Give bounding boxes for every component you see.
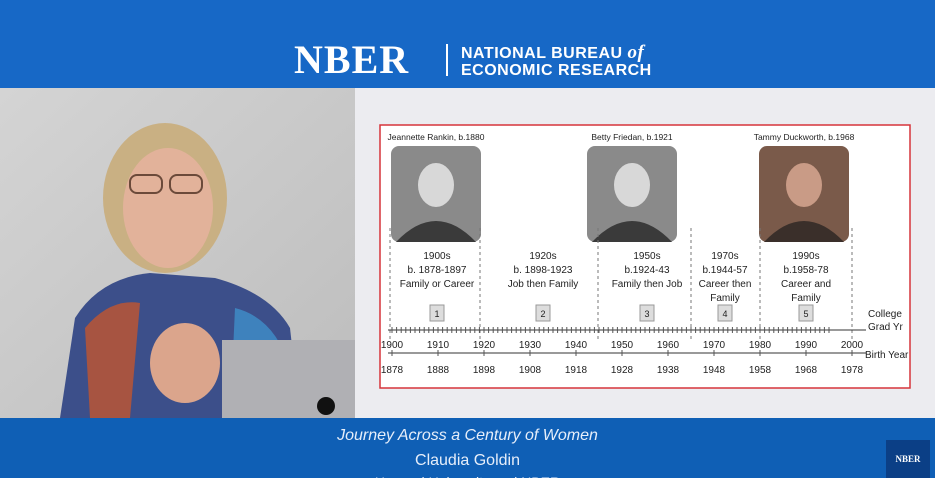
birth-year: 1948: [703, 365, 726, 376]
era-text: b. 1878-1897: [408, 265, 467, 276]
grad-year: 1990: [795, 340, 818, 351]
era-text: Job then Family: [508, 279, 579, 290]
era-number: 4: [722, 309, 727, 319]
era-text: Family or Career: [400, 279, 475, 290]
era-number-box: [717, 304, 733, 322]
speaker-video: [0, 88, 355, 418]
glasses: [129, 174, 163, 194]
org-of: of: [627, 42, 645, 63]
portrait-body: [396, 221, 476, 242]
era-text: b.1924-43: [624, 265, 669, 276]
badge: NBER: [886, 440, 930, 478]
era-text: Career then: [699, 279, 752, 290]
grad-year: 2000: [841, 340, 864, 351]
grad-year: 1910: [427, 340, 450, 351]
laptop-logo: [317, 397, 335, 415]
slide: Jeannette Rankin, b.1880 Betty Friedan, b…: [379, 124, 911, 389]
era-text: Family: [710, 293, 739, 304]
grad-axis-label: College: [868, 309, 902, 320]
footer-bar: Journey Across a Century of Women Claudi…: [0, 418, 935, 478]
birth-year: 1918: [565, 365, 588, 376]
birth-year: 1978: [841, 365, 864, 376]
org-line: ECONOMIC RESEARCH: [461, 62, 652, 79]
portrait-face: [786, 163, 822, 207]
divider: [446, 44, 448, 76]
org-line: NATIONAL BUREAU: [461, 45, 623, 62]
speaker-name: Claudia Goldin: [415, 452, 520, 469]
scarf: [85, 302, 140, 418]
portrait-body: [764, 221, 844, 242]
era-text: b.1958-78: [783, 265, 828, 276]
grad-year: 1920: [473, 340, 496, 351]
grad-axis-label: Grad Yr: [868, 322, 903, 333]
talk-title: Journey Across a Century of Women: [337, 427, 598, 444]
photo-caption: Jeannette Rankin, b.1880: [388, 132, 485, 142]
portrait-face: [614, 163, 650, 207]
era-text: Career and: [781, 279, 831, 290]
grad-year: 1930: [519, 340, 542, 351]
birth-year: 1908: [519, 365, 542, 376]
logo: NBER: [294, 37, 410, 82]
grad-year: 1900: [381, 340, 404, 351]
birth-year: 1958: [749, 365, 772, 376]
era-text: 1990s: [792, 251, 819, 262]
era-text: Family then Job: [612, 279, 683, 290]
era-number: 3: [644, 309, 649, 319]
birth-year: 1878: [381, 365, 404, 376]
header-bar: [0, 0, 935, 88]
birth-year: 1888: [427, 365, 450, 376]
birth-year: 1938: [657, 365, 680, 376]
birth-axis-label: Birth Year: [865, 350, 909, 361]
grad-year: 1960: [657, 340, 680, 351]
face: [123, 148, 213, 268]
era-text: Family: [791, 293, 820, 304]
birth-year: 1968: [795, 365, 818, 376]
grad-year: 1940: [565, 340, 588, 351]
era-text: b.1944-57: [702, 265, 747, 276]
portrait-body: [592, 221, 672, 242]
speaker-figure: [0, 88, 355, 418]
birth-year: 1928: [611, 365, 634, 376]
photo-caption: Tammy Duckworth, b.1968: [754, 132, 855, 142]
era-text: 1920s: [529, 251, 556, 262]
glasses: [169, 174, 203, 194]
era-text: 1900s: [423, 251, 450, 262]
era-number: 5: [803, 309, 808, 319]
grad-year: 1950: [611, 340, 634, 351]
grad-year: 1980: [749, 340, 772, 351]
hand: [150, 323, 220, 403]
affiliation: Harvard University and NBER: [0, 474, 935, 478]
portrait-face: [418, 163, 454, 207]
org-name: NATIONAL BUREAU of: [461, 42, 644, 64]
grad-year: 1970: [703, 340, 726, 351]
era-text: 1950s: [633, 251, 660, 262]
era-number: 1: [434, 309, 439, 319]
birth-year: 1898: [473, 365, 496, 376]
era-text: 1970s: [711, 251, 738, 262]
era-text: b. 1898-1923: [514, 265, 573, 276]
era-number-box: [798, 304, 814, 322]
photo-caption: Betty Friedan, b.1921: [591, 132, 673, 142]
era-number: 2: [540, 309, 545, 319]
era-number-box: [429, 304, 445, 322]
era-number-box: [639, 304, 655, 322]
era-number-box: [535, 304, 551, 322]
